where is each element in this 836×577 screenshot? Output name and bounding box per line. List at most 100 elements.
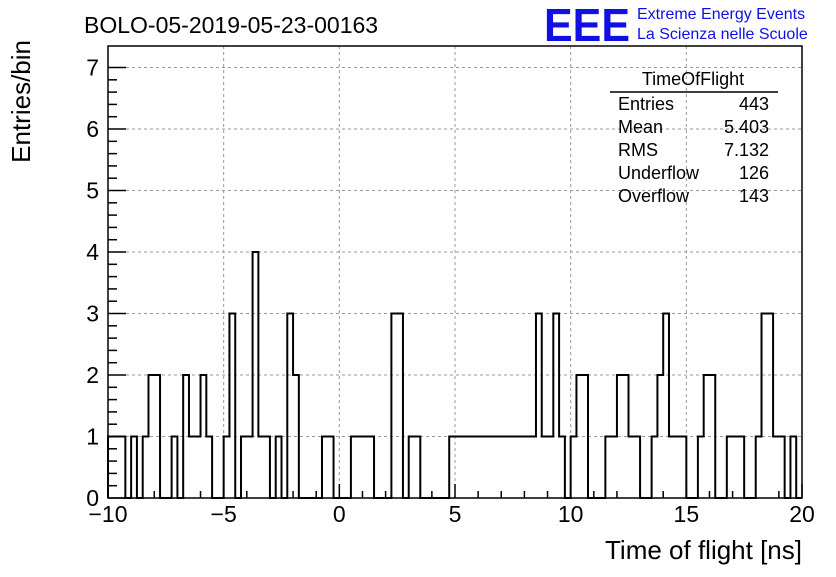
y-tick-label: 6 [86,116,99,142]
x-axis-label: Time of flight [ns] [605,535,802,565]
histogram-bin [484,437,490,498]
histogram-bin [253,252,259,498]
histogram-bin [472,437,478,498]
histogram-bin [501,437,507,498]
histogram-bin [287,314,293,498]
stats-label: Overflow [618,186,690,206]
stats-rows: Entries 443 Mean 5.403 RMS 7.132 Underflow 126 O… [618,94,769,206]
histogram-bin [634,437,640,498]
y-tick-label: 0 [86,485,99,511]
y-tick-label: 2 [86,362,99,388]
histogram-bin [276,437,282,498]
histogram-bin [258,437,264,498]
histogram-bin [657,375,663,498]
histogram-bin [669,437,675,498]
histogram-bin [513,437,519,498]
histogram-bin [507,437,513,498]
histogram-bin [224,437,230,498]
stats-value: 443 [739,94,769,114]
histogram-bin [698,437,704,498]
histogram-bin [530,437,536,498]
y-tick-label: 5 [86,178,99,204]
histogram-bin [779,437,785,498]
chart-title: BOLO-05-2019-05-23-00163 [84,12,378,38]
histogram-bin [524,437,530,498]
histogram-bin [571,437,577,498]
histogram-bin [490,437,496,498]
histogram-bin [357,437,363,498]
x-tick-label: 0 [333,501,346,527]
histogram-bin [611,437,617,498]
y-tick-label: 7 [86,55,99,81]
histogram-bin [247,437,253,498]
logo-line1: Extreme Energy Events [637,6,805,23]
histogram-bin [449,437,455,498]
y-tick-label: 3 [86,301,99,327]
histogram-bin [201,375,207,498]
histogram-bin [143,437,149,498]
histogram-bin [727,437,733,498]
histogram-bin [362,437,368,498]
stats-label: Entries [618,94,674,114]
histogram-bin [738,437,744,498]
histogram-bin [704,375,710,498]
histogram-bin [229,314,235,498]
histogram-bin [467,437,473,498]
tick-labels: −10 −5 0 5 10 15 20 0 1 2 3 4 5 6 7 [86,55,815,527]
histogram-bin [623,375,629,498]
histogram-bin [328,437,334,498]
histogram-bin [195,437,201,498]
histogram-bin [114,437,120,498]
histogram-bin [391,314,397,498]
x-tick-label: 5 [449,501,462,527]
y-tick-label: 1 [86,424,99,450]
histogram-bin [790,437,796,498]
histogram-bin [709,375,715,498]
grid-lines [108,46,802,498]
histogram-bin [605,437,611,498]
stats-value: 126 [739,163,769,183]
axis-ticks [107,66,803,499]
histogram-bin [478,437,484,498]
histogram-bin [617,375,623,498]
histogram-bin [756,437,762,498]
histogram-bin [206,437,212,498]
histogram-bin [733,437,739,498]
histogram-bin [542,437,548,498]
histogram-bin [548,437,554,498]
histogram-bin [461,437,467,498]
histogram-bin [762,314,768,498]
x-tick-label: 15 [674,501,700,527]
histogram-bin [131,437,137,498]
histogram-bin [322,437,328,498]
x-tick-label: −5 [211,501,237,527]
histogram-bin [582,375,588,498]
histogram-bin [120,437,126,498]
histogram-bin [189,437,195,498]
stats-value: 5.403 [724,117,769,137]
histogram-bin [773,437,779,498]
stats-title: TimeOfFlight [642,69,744,89]
histogram-bin [495,437,501,498]
stats-label: Underflow [618,163,700,183]
histogram-bin [409,437,415,498]
stats-value: 7.132 [724,140,769,160]
histogram-bin [172,437,178,498]
stats-label: Mean [618,117,663,137]
stats-label: RMS [618,140,658,160]
histogram-bin [148,375,154,498]
histogram-bin [264,437,270,498]
x-tick-label: 10 [558,501,584,527]
histogram-bin [183,375,189,498]
stats-box: TimeOfFlight Entries 443 Mean 5.403 RMS 7.132… [610,69,778,206]
histogram-bin [351,437,357,498]
stats-value: 143 [739,186,769,206]
y-tick-label: 4 [86,239,99,265]
histogram-bin [154,375,160,498]
histogram-bin [241,437,247,498]
histogram-bin [536,314,542,498]
histogram-bin [559,437,565,498]
logo-line2: La Scienza nelle Scuole [637,26,808,43]
